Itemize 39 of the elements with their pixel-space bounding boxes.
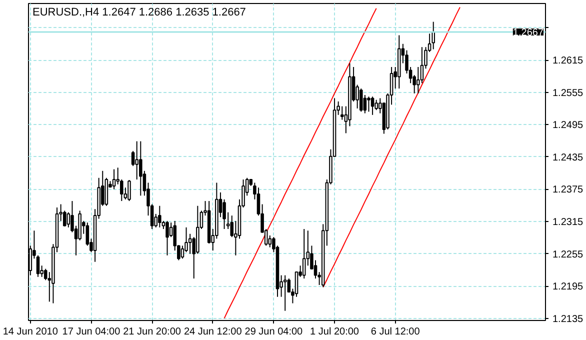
- candlestick: [302, 228, 306, 280]
- x-tick-label: 29 Jun 04:00: [244, 326, 304, 338]
- y-tick-label: 1.2255: [552, 249, 584, 260]
- y-tick-label: 1.2495: [552, 120, 584, 132]
- y-tick-label: 1.2315: [552, 216, 584, 228]
- candlestick: [359, 88, 363, 112]
- candlestick: [131, 150, 135, 167]
- y-tick-label: 1.2135: [552, 314, 584, 325]
- x-tick-label: 17 Jun 04:00: [62, 326, 121, 338]
- candlestick: [158, 205, 162, 228]
- x-tick-label: 24 Jun 12:00: [184, 326, 242, 338]
- candlestick: [294, 271, 298, 298]
- candlestick: [283, 274, 287, 312]
- candlestick: [135, 140, 138, 180]
- x-tick-label: 6 Jul 12:00: [370, 326, 420, 338]
- candlestick: [166, 220, 169, 256]
- y-tick-label: 1.2435: [552, 152, 584, 164]
- candlestick: [340, 106, 344, 120]
- x-tick-label: 21 Jun 20:00: [123, 326, 182, 338]
- line-series: [322, 6, 460, 288]
- y-tick-label: 1.2195: [552, 282, 584, 293]
- candlestick: [432, 21, 435, 50]
- candlestick: [36, 254, 40, 278]
- x-tick-label: 14 Jun 2010: [2, 326, 58, 338]
- candlestick: [420, 46, 424, 84]
- candlestick: [44, 268, 48, 281]
- y-tick-label: 1.2375: [552, 184, 584, 196]
- chart-title: EURUSD.,H4 1.2647 1.2686 1.2635 1.2667: [32, 6, 246, 18]
- candlestick: [180, 245, 184, 260]
- x-tick-label: 1 Jul 20:00: [310, 326, 360, 338]
- candlestick: [367, 96, 370, 112]
- ref-line-label: 1.2667: [512, 28, 544, 39]
- y-tick-label: 1.2555: [552, 88, 584, 99]
- candlestick: [374, 99, 378, 111]
- candlestick: [128, 180, 131, 202]
- candlestick: [139, 140, 142, 196]
- candlestick: [370, 96, 374, 116]
- y-tick-label: 1.2615: [552, 56, 584, 67]
- candlestick: [112, 168, 116, 190]
